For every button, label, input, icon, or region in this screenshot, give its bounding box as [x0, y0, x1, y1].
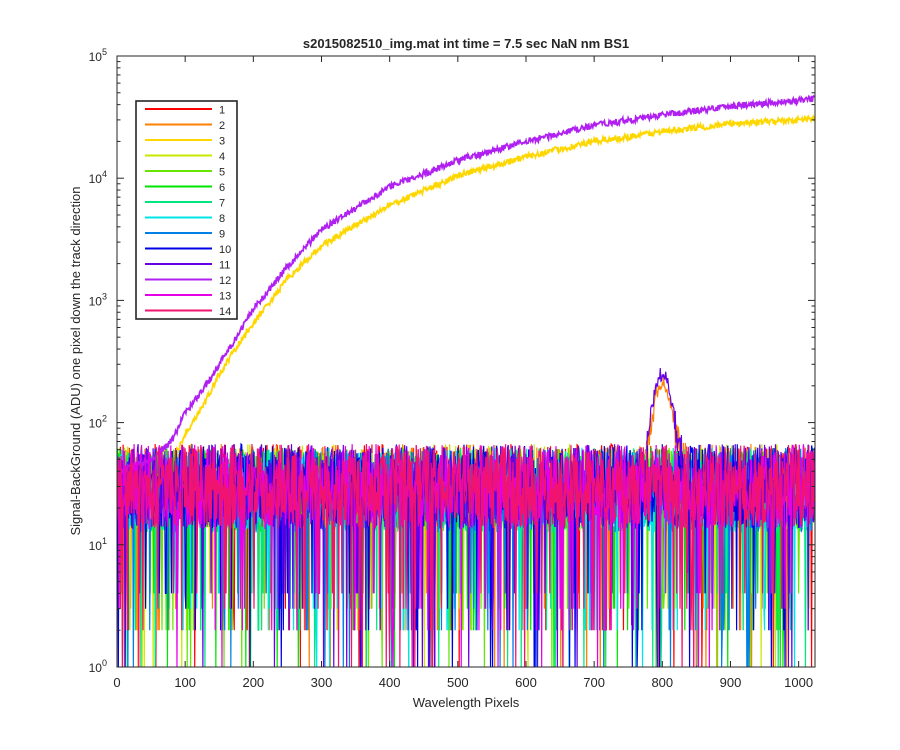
legend-label: 6	[219, 182, 225, 194]
legend-label: 4	[219, 151, 225, 163]
y-axis-label: Signal-BackGround (ADU) one pixel down t…	[68, 186, 83, 535]
x-tick-label: 100	[174, 675, 196, 690]
y-tick-label: 102	[89, 414, 107, 431]
legend-label: 2	[219, 120, 225, 132]
legend-label: 7	[219, 198, 225, 210]
legend-label: 13	[219, 291, 231, 303]
y-tick-label: 100	[89, 658, 107, 675]
x-tick-label: 800	[651, 675, 673, 690]
legend-label: 12	[219, 275, 231, 287]
series-line-14	[117, 443, 815, 667]
x-tick-label: 700	[583, 675, 605, 690]
legend-label: 9	[219, 229, 225, 241]
y-tick-label: 105	[89, 47, 107, 64]
x-axis-ticks: 0 100 200 300 400 500 600 700 800 900 1000	[113, 56, 813, 690]
legend-label: 5	[219, 167, 225, 179]
x-axis-label: Wavelength Pixels	[413, 695, 520, 710]
legend-label: 14	[219, 306, 231, 318]
x-tick-label: 1000	[784, 675, 813, 690]
y-tick-label: 104	[89, 169, 107, 186]
x-tick-label: 300	[311, 675, 333, 690]
legend-label: 3	[219, 136, 225, 148]
legend-label: 10	[219, 244, 231, 256]
x-tick-label: 200	[242, 675, 264, 690]
x-tick-label: 500	[447, 675, 469, 690]
y-tick-label: 103	[89, 291, 107, 308]
series-line-12	[117, 94, 815, 476]
chart-title: s2015082510_img.mat int time = 7.5 sec N…	[303, 36, 629, 51]
x-tick-label: 900	[720, 675, 742, 690]
x-tick-label: 400	[379, 675, 401, 690]
x-tick-label: 600	[515, 675, 537, 690]
axes: 0 100 200 300 400 500 600 700 800 900 1000 1001011…	[89, 47, 816, 690]
y-tick-label: 101	[89, 536, 107, 553]
legend-label: 11	[219, 260, 230, 272]
legend-label: 8	[219, 213, 225, 225]
series-line-3	[117, 113, 815, 492]
series-layer	[117, 94, 815, 667]
x-tick-label: 0	[113, 675, 120, 690]
legend-label: 1	[219, 105, 225, 117]
